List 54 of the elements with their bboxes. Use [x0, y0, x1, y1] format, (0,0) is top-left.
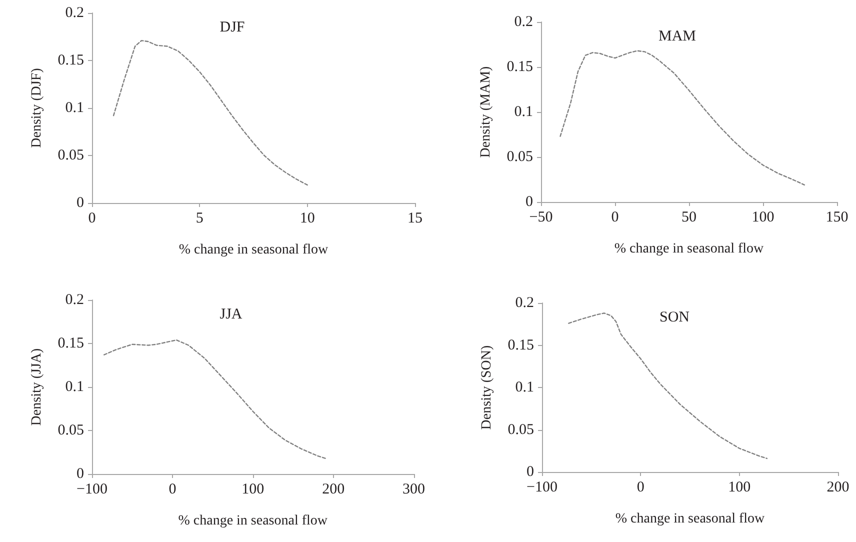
x-tick-label: 0	[88, 210, 96, 226]
x-tick-label: 150	[826, 210, 848, 226]
y-tick-label: 0	[76, 466, 84, 482]
y-tick-label: 0.05	[506, 149, 533, 165]
x-tick-label: 50	[682, 210, 696, 226]
x-tick-label: 0	[611, 210, 619, 226]
x-tick-label: 200	[826, 480, 850, 496]
chart-title: SON	[659, 310, 690, 326]
x-axis-title: % change in seasonal flow	[178, 514, 328, 528]
x-tick-label: 100	[728, 480, 751, 496]
x-tick-label: 100	[242, 482, 264, 498]
chart-title: DJF	[220, 20, 245, 36]
x-tick-label: −50	[529, 210, 553, 226]
x-axis-title: % change in seasonal flow	[178, 242, 330, 258]
y-tick-label: 0	[526, 464, 534, 480]
y-tick-label: 0.15	[58, 336, 84, 352]
y-axis-title: Density (MAM)	[478, 66, 494, 158]
y-tick-label: 0.05	[58, 148, 84, 164]
y-axis-title: Density (JJA)	[30, 348, 44, 426]
x-tick-label: 200	[322, 482, 345, 498]
y-tick-label: 0.1	[65, 100, 84, 116]
chart-title: MAM	[658, 28, 696, 44]
y-tick-label: 0.2	[515, 295, 534, 311]
x-tick-label: 5	[196, 210, 204, 226]
x-tick-label: 300	[402, 482, 425, 498]
y-tick-label: 0.05	[58, 422, 84, 438]
y-tick-label: 0.1	[65, 379, 84, 395]
x-tick-label: 0	[636, 480, 644, 496]
x-tick-label: 0	[168, 482, 176, 498]
x-tick-label: 10	[300, 210, 315, 226]
x-tick-label: −100	[76, 482, 108, 498]
y-tick-label: 0.15	[506, 59, 533, 75]
line-series	[560, 50, 806, 186]
x-tick-label: −100	[526, 480, 558, 496]
y-axis-title: Density (DJF)	[30, 68, 44, 148]
x-axis-title: % change in seasonal flow	[615, 512, 766, 526]
y-tick-label: 0.2	[65, 5, 84, 21]
y-tick-label: 0.1	[514, 104, 533, 120]
y-tick-label: 0.2	[514, 14, 533, 30]
line-series	[112, 40, 308, 186]
y-tick-label: 0.05	[508, 422, 534, 438]
x-tick-label: 15	[408, 210, 422, 226]
line-series	[103, 339, 326, 459]
y-tick-label: 0	[526, 194, 533, 210]
y-tick-label: 0.1	[515, 380, 534, 396]
y-tick-label: 0	[76, 195, 84, 211]
y-tick-label: 0.2	[65, 292, 84, 308]
chart-title: JJA	[220, 306, 242, 322]
x-axis-title: % change in seasonal flow	[614, 242, 765, 256]
y-tick-label: 0.15	[508, 337, 534, 354]
y-tick-label: 0.15	[58, 52, 84, 68]
line-series	[568, 312, 768, 460]
x-tick-label: 100	[752, 210, 774, 226]
y-axis-title: Density (SON)	[480, 344, 494, 430]
